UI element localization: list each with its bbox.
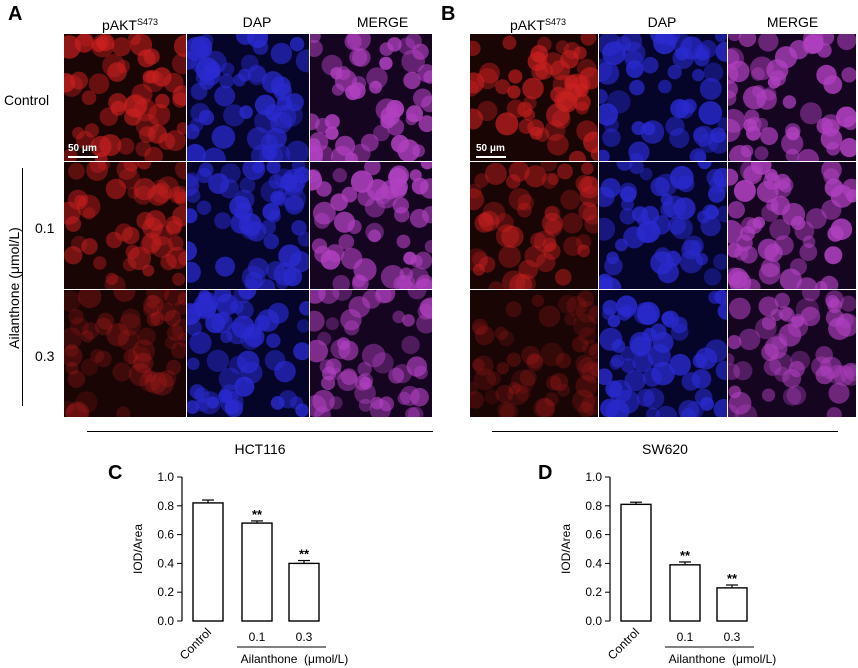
cell-line-label-sw620: SW620	[642, 441, 688, 457]
sw620-micrograph-r2-c2	[599, 162, 727, 289]
hct116-micrograph-r3-c2	[187, 290, 309, 417]
cell-line-label-hct116: HCT116	[234, 441, 286, 457]
chart-c-significance-mark: **	[299, 547, 310, 562]
row-label-dose-0-3: 0.3	[35, 348, 55, 364]
hct116-micrograph-r1-c2	[187, 34, 309, 161]
treatment-axis-label: Ailanthone (μmol/L)	[6, 227, 22, 349]
hct116-micrograph-r2-c2	[187, 162, 309, 289]
scale-bar-line-a	[68, 156, 98, 158]
chart-d-y-tick-label: 0.8	[585, 499, 602, 513]
hct116-micrograph-r2-c1	[64, 162, 186, 289]
chart-c-x-tick-label: Control	[177, 625, 214, 662]
hct116-micrograph-r3-c3	[310, 290, 432, 417]
sw620-micrograph-r2-c3	[728, 162, 856, 289]
bar-chart-d: 0.0 0.2 0.4 0.6 0.8 1.0 IOD/Area ** ** Control 0.1…	[559, 470, 777, 666]
chart-c-significance-mark: **	[252, 507, 263, 522]
chart-d-significance-mark: **	[727, 571, 738, 586]
scale-bar-label-a: 50 μm	[68, 143, 97, 154]
chart-c-y-tick-label: 0.4	[157, 556, 174, 570]
chart-c-bar	[241, 522, 273, 622]
sw620-micrograph-r3-c3	[728, 290, 856, 417]
chart-d-x-tick-label: Control	[605, 625, 642, 662]
chart-d-x-tick-label: 0.3	[724, 630, 741, 644]
panel-letter-c: C	[108, 462, 123, 484]
chart-c-y-tick-label: 0.6	[157, 528, 174, 542]
row-label-dose-0-1: 0.1	[35, 220, 55, 236]
chart-d-y-tick-label: 0.6	[585, 528, 602, 542]
chart-c-bar	[192, 502, 224, 622]
chart-d-y-axis-label: IOD/Area	[559, 524, 573, 574]
hct116-micrograph-r3-c1	[64, 290, 186, 417]
chart-d-bar	[669, 564, 701, 622]
chart-c-x-tick-label: 0.1	[249, 630, 266, 644]
sw620-micrograph-r2-c1	[470, 162, 598, 289]
panel-letter-b: B	[441, 3, 456, 25]
chart-d-y-tick-label: 0.0	[585, 614, 602, 628]
cell-line-underline-sw620	[492, 431, 838, 432]
column-label-merge-b: MERGE	[766, 14, 819, 30]
chart-c-bar	[288, 562, 320, 622]
chart-d-significance-mark: **	[680, 548, 691, 563]
sw620-micrograph-r1-c3	[728, 34, 856, 161]
column-label-merge-a: MERGE	[356, 14, 409, 30]
chart-c-x-axis-label: Ailanthone (μmol/L)	[241, 652, 349, 666]
chart-c-y-tick-label: 0.0	[157, 614, 174, 628]
cell-line-underline-hct116	[87, 431, 433, 432]
scale-bar-line-b	[476, 156, 506, 158]
chart-d-y-tick-label: 0.4	[585, 556, 602, 570]
chart-c-y-tick-label: 1.0	[157, 470, 174, 484]
chart-d-bar	[620, 503, 652, 622]
chart-d-x-axis-label: Ailanthone (μmol/L)	[669, 652, 777, 666]
panel-letter-a: A	[8, 3, 23, 25]
column-label-dapi-b: DAP	[647, 14, 677, 30]
sw620-micrograph-r3-c2	[599, 290, 727, 417]
hct116-micrograph-r2-c3	[310, 162, 432, 289]
hct116-micrograph-r1-c1	[64, 34, 186, 161]
chart-c-y-tick-label: 0.2	[157, 585, 174, 599]
chart-d-x-tick-label: 0.1	[677, 630, 694, 644]
scale-bar-b: 50 μm	[476, 144, 506, 158]
column-label-pakt-b: pAKTS473	[509, 17, 567, 33]
bar-chart-c: 0.0 0.2 0.4 0.6 0.8 1.0 IOD/Area ** ** Control 0.1…	[131, 470, 349, 666]
sw620-micrograph-r3-c1	[470, 290, 598, 417]
sw620-micrograph-r1-c2	[599, 34, 727, 161]
sw620-micrograph-r1-c1	[470, 34, 598, 161]
chart-c-x-tick-label: 0.3	[296, 630, 313, 644]
chart-d-y-tick-label: 1.0	[585, 470, 602, 484]
column-label-pakt-a: pAKTS473	[101, 17, 159, 33]
micrograph-grid-hct116	[64, 34, 433, 418]
chart-d-bar	[716, 587, 748, 622]
treatment-bracket-line	[22, 168, 23, 406]
panel-letter-d: D	[538, 462, 553, 484]
scale-bar-label-b: 50 μm	[476, 143, 505, 154]
chart-c-y-axis-label: IOD/Area	[131, 524, 145, 574]
hct116-micrograph-r1-c3	[310, 34, 432, 161]
chart-d-y-tick-label: 0.2	[585, 585, 602, 599]
chart-c-y-tick-label: 0.8	[157, 499, 174, 513]
row-label-control: Control	[4, 92, 50, 108]
scale-bar-a: 50 μm	[68, 144, 98, 158]
micrograph-grid-sw620	[470, 34, 858, 418]
column-label-dapi-a: DAP	[242, 14, 272, 30]
